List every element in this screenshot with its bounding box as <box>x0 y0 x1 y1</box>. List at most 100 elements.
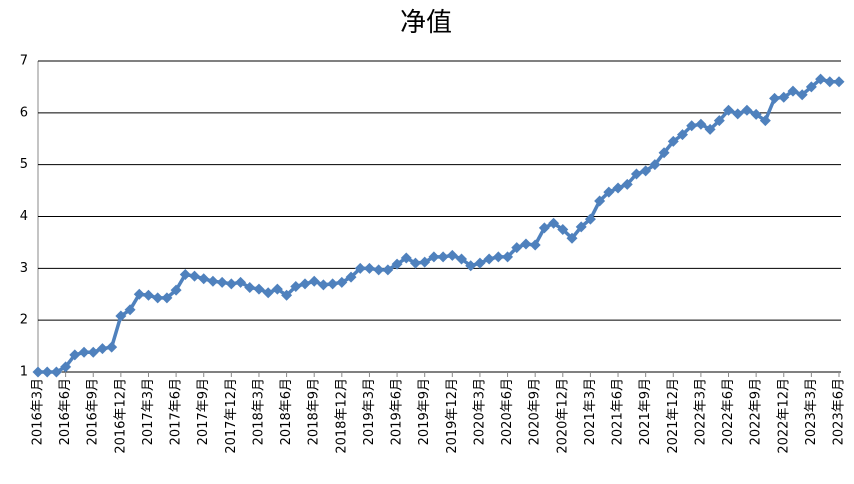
y-tick-label: 4 <box>20 209 28 224</box>
data-marker <box>824 76 836 88</box>
data-marker <box>778 91 790 103</box>
x-tick-label: 2022年12月 <box>776 378 791 454</box>
data-marker <box>483 253 495 265</box>
data-marker <box>612 182 624 194</box>
x-tick-label: 2020年3月 <box>472 378 487 445</box>
data-marker <box>419 256 431 268</box>
data-marker <box>308 275 320 287</box>
x-tick-label: 2017年12月 <box>224 378 239 454</box>
data-marker <box>32 366 44 378</box>
data-marker <box>198 273 210 285</box>
data-marker <box>50 366 62 378</box>
data-marker <box>658 147 670 159</box>
data-marker <box>621 178 633 190</box>
data-marker <box>723 104 735 116</box>
y-tick-label: 2 <box>20 313 28 328</box>
data-marker <box>317 279 329 291</box>
data-marker <box>676 129 688 141</box>
data-marker <box>584 213 596 225</box>
data-marker <box>142 289 154 301</box>
data-marker <box>244 282 256 294</box>
y-tick-label: 5 <box>20 157 28 172</box>
data-marker <box>281 289 293 301</box>
data-marker <box>538 222 550 234</box>
x-tick-label: 2017年3月 <box>141 378 156 445</box>
chart-title: 净值 <box>400 8 452 38</box>
x-tick-label: 2019年12月 <box>445 378 460 454</box>
data-marker <box>41 366 53 378</box>
data-marker <box>557 223 569 235</box>
data-marker <box>373 264 385 276</box>
x-tick-label: 2020年6月 <box>500 378 515 445</box>
x-tick-label: 2016年9月 <box>86 378 101 445</box>
data-marker <box>400 252 412 264</box>
data-marker <box>207 275 219 287</box>
data-marker <box>253 283 265 295</box>
data-marker <box>759 115 771 127</box>
y-tick-label: 6 <box>20 105 28 120</box>
data-marker <box>96 343 108 355</box>
x-tick-label: 2022年6月 <box>721 378 736 445</box>
data-marker <box>170 284 182 296</box>
data-marker <box>161 292 173 304</box>
data-marker <box>382 264 394 276</box>
x-tick-label: 2018年9月 <box>307 378 322 445</box>
data-marker <box>437 251 449 263</box>
x-tick-label: 2019年6月 <box>390 378 405 445</box>
data-marker <box>271 283 283 295</box>
data-marker <box>769 92 781 104</box>
data-marker <box>575 221 587 233</box>
data-marker <box>345 271 357 283</box>
data-marker <box>78 346 90 358</box>
data-marker <box>796 89 808 101</box>
x-tick-label: 2017年9月 <box>196 378 211 445</box>
data-marker <box>741 104 753 116</box>
data-marker <box>327 278 339 290</box>
data-marker <box>529 239 541 251</box>
data-marker <box>235 276 247 288</box>
data-marker <box>262 287 274 299</box>
x-tick-label: 2018年6月 <box>279 378 294 445</box>
x-tick-label: 2016年12月 <box>113 378 128 454</box>
data-marker <box>354 262 366 274</box>
data-marker <box>225 278 237 290</box>
x-tick-label: 2022年3月 <box>693 378 708 445</box>
data-marker <box>704 123 716 135</box>
x-tick-label: 2022年9月 <box>749 378 764 445</box>
data-marker <box>667 135 679 147</box>
data-marker <box>713 115 725 127</box>
x-tick-label: 2019年9月 <box>417 378 432 445</box>
data-marker <box>548 217 560 229</box>
data-marker <box>179 269 191 281</box>
x-tick-label: 2016年3月 <box>31 378 46 445</box>
x-tick-label: 2023年3月 <box>804 378 819 445</box>
data-marker <box>833 76 845 88</box>
data-marker <box>603 186 615 198</box>
data-marker <box>465 260 477 272</box>
data-marker <box>511 242 523 254</box>
y-tick-label: 3 <box>20 261 28 276</box>
data-marker <box>456 253 468 265</box>
x-tick-label: 2019年3月 <box>362 378 377 445</box>
data-marker <box>492 251 504 263</box>
data-marker <box>815 73 827 85</box>
x-tick-label: 2021年6月 <box>611 378 626 445</box>
x-tick-label: 2021年12月 <box>666 378 681 454</box>
x-tick-label: 2018年12月 <box>334 378 349 454</box>
data-marker <box>115 310 127 322</box>
data-marker <box>686 120 698 132</box>
data-marker <box>106 341 118 353</box>
data-marker <box>69 349 81 361</box>
data-marker <box>124 304 136 316</box>
data-marker <box>152 292 164 304</box>
data-marker <box>594 195 606 207</box>
x-tick-label: 2023年6月 <box>832 378 847 445</box>
data-marker <box>805 81 817 93</box>
data-marker <box>336 276 348 288</box>
data-marker <box>640 165 652 177</box>
data-marker <box>695 118 707 130</box>
data-marker <box>60 361 72 373</box>
data-marker <box>750 108 762 120</box>
